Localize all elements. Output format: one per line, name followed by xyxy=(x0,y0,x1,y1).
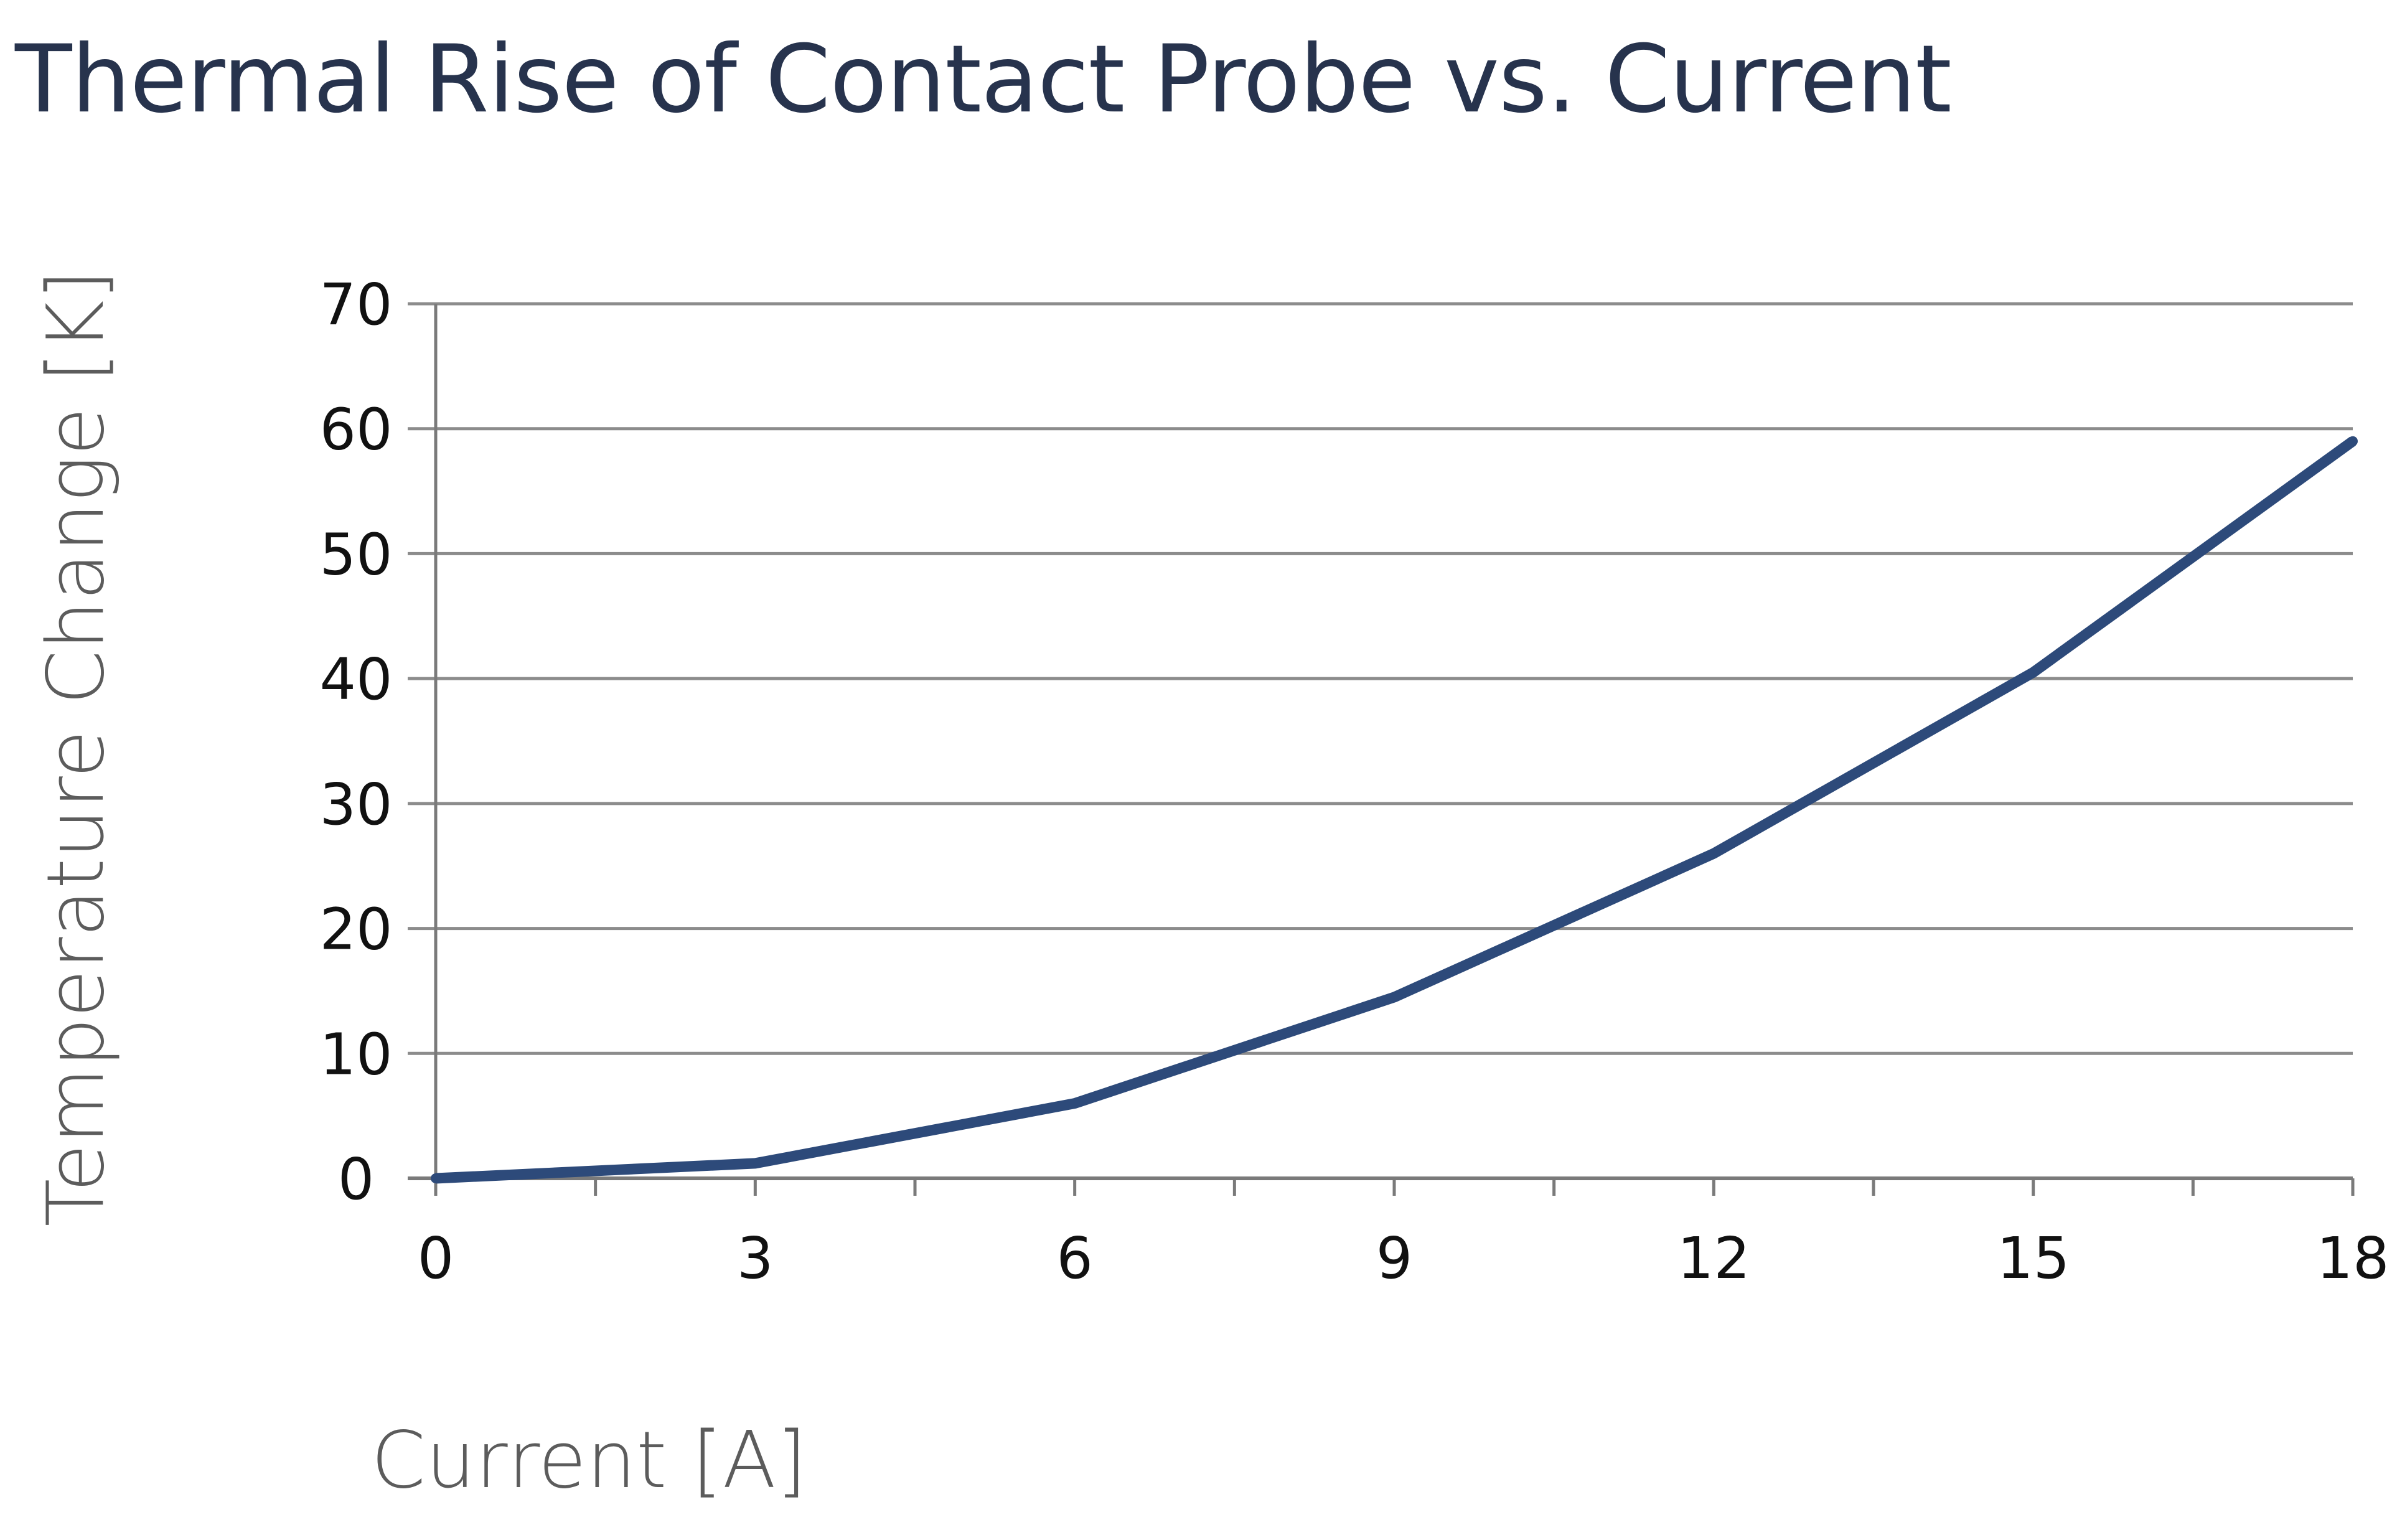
data-point xyxy=(1069,1098,1080,1109)
y-tick-label: 20 xyxy=(319,896,392,963)
y-tick-label: 40 xyxy=(319,646,392,713)
x-tick-label: 0 xyxy=(418,1225,454,1292)
x-tick-label: 15 xyxy=(1997,1225,2070,1292)
data-point xyxy=(431,1173,441,1183)
series-layer xyxy=(431,436,2358,1184)
tick-labels: 0 10 20 30 40 50 60 70 0 3 6 9 12 15 18 xyxy=(319,271,2389,1292)
y-tick-label: 50 xyxy=(319,521,392,588)
x-tick-label: 6 xyxy=(1056,1225,1093,1292)
x-tick-label: 12 xyxy=(1677,1225,1750,1292)
y-tick-label: 10 xyxy=(319,1021,392,1087)
data-point xyxy=(1389,992,1399,1002)
y-tick-label: 60 xyxy=(319,397,392,463)
x-tick-label: 3 xyxy=(737,1225,774,1292)
x-tick-label: 9 xyxy=(1376,1225,1413,1292)
y-tick-label: 30 xyxy=(319,771,392,838)
data-point xyxy=(1709,848,1719,859)
axes xyxy=(408,304,2355,1196)
data-point xyxy=(2028,667,2038,678)
x-tick-label: 18 xyxy=(2316,1225,2389,1292)
x-axis-title: Current [A] xyxy=(371,1414,807,1506)
series-line xyxy=(435,436,2356,1184)
data-point xyxy=(750,1158,761,1168)
data-point xyxy=(2348,436,2358,446)
y-tick-label: 70 xyxy=(319,271,392,338)
gridlines xyxy=(408,302,2353,1055)
y-tick-label: 0 xyxy=(338,1146,375,1213)
chart-title: Thermal Rise of Contact Probe vs. Curren… xyxy=(15,26,1952,134)
